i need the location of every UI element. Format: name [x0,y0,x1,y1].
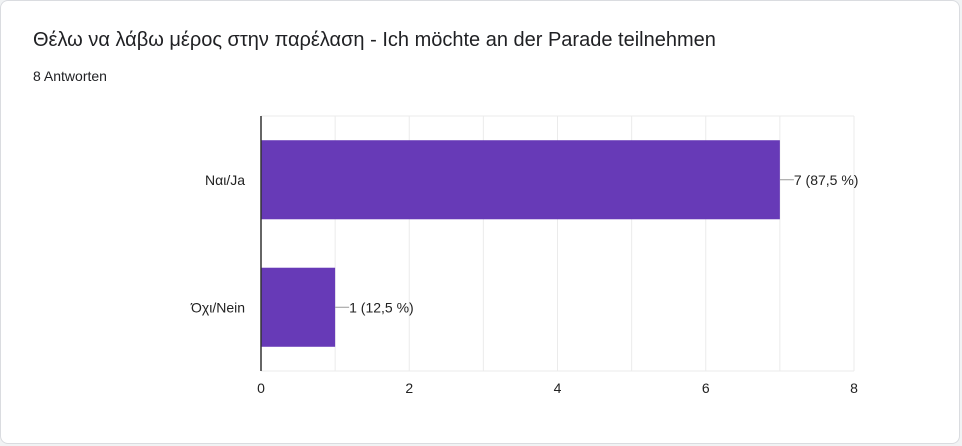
category-label: Ναι/Ja [205,172,245,188]
question-title: Θέλω να λάβω μέρος στην παρέλαση - Ich m… [33,29,716,51]
bar [261,267,336,347]
response-count: 8 Antworten [33,68,107,84]
data-label: 1 (12,5 %) [349,299,414,315]
category-labels: Ναι/Ja Όχι/Nein [190,172,245,316]
bars [261,140,780,347]
x-tick-labels: 0 2 4 6 8 [257,380,858,396]
x-tick-label: 0 [257,380,265,396]
x-tick-label: 4 [554,380,562,396]
bar [261,140,780,220]
category-label: Όχι/Nein [190,299,245,315]
x-tick-label: 8 [850,380,858,396]
x-tick-label: 6 [702,380,710,396]
data-labels: 7 (87,5 %) 1 (12,5 %) [349,172,858,316]
leader-lines [335,179,794,308]
data-label: 7 (87,5 %) [794,172,859,188]
x-tick-label: 2 [405,380,413,396]
